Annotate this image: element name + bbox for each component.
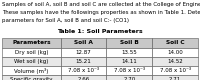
- Bar: [152, 75, 198, 80]
- Bar: [61, 38, 106, 48]
- Text: Soil B: Soil B: [120, 40, 139, 46]
- Bar: [152, 66, 198, 75]
- Text: Parameters: Parameters: [12, 40, 51, 46]
- Text: 7.08 x 10⁻³: 7.08 x 10⁻³: [68, 68, 99, 73]
- Text: 2.70: 2.70: [123, 77, 135, 80]
- Text: 7.08 x 10⁻³: 7.08 x 10⁻³: [114, 68, 145, 73]
- Bar: [61, 66, 106, 75]
- Text: These samples have the followings properties as shown in Table 1. Determine the : These samples have the followings proper…: [2, 10, 200, 15]
- Text: Volume (m³): Volume (m³): [14, 68, 49, 74]
- Bar: [2, 48, 61, 57]
- Text: 2.66: 2.66: [78, 77, 90, 80]
- Text: Soil C: Soil C: [166, 40, 184, 46]
- Bar: [106, 38, 152, 48]
- Bar: [106, 57, 152, 66]
- Bar: [152, 38, 198, 48]
- Text: Soil A: Soil A: [74, 40, 93, 46]
- Text: Specific gravity: Specific gravity: [10, 77, 53, 80]
- Text: 7.08 x 10⁻³: 7.08 x 10⁻³: [160, 68, 191, 73]
- Bar: [106, 48, 152, 57]
- Bar: [106, 75, 152, 80]
- Bar: [152, 57, 198, 66]
- Text: 14.00: 14.00: [167, 50, 183, 55]
- Text: Table 1: Soil Parameters: Table 1: Soil Parameters: [57, 29, 143, 34]
- Text: Wet soil (kg): Wet soil (kg): [14, 59, 49, 64]
- Bar: [61, 75, 106, 80]
- Bar: [2, 75, 61, 80]
- Text: 2.71: 2.71: [169, 77, 181, 80]
- Bar: [106, 66, 152, 75]
- Text: 12.87: 12.87: [76, 50, 92, 55]
- Text: parameters for Soil A, soil B and soil C:- (CO1): parameters for Soil A, soil B and soil C…: [2, 18, 129, 23]
- Bar: [61, 48, 106, 57]
- Text: Dry soil (kg): Dry soil (kg): [15, 50, 48, 55]
- Text: 13.55: 13.55: [121, 50, 137, 55]
- Text: 15.21: 15.21: [76, 59, 92, 64]
- Text: Samples of soil A, soil B and soil C are collected at the College of Engineering: Samples of soil A, soil B and soil C are…: [2, 2, 200, 7]
- Text: 14.11: 14.11: [121, 59, 137, 64]
- Bar: [152, 48, 198, 57]
- Bar: [2, 66, 61, 75]
- Bar: [2, 57, 61, 66]
- Text: 14.52: 14.52: [167, 59, 183, 64]
- Bar: [2, 38, 61, 48]
- Bar: [61, 57, 106, 66]
